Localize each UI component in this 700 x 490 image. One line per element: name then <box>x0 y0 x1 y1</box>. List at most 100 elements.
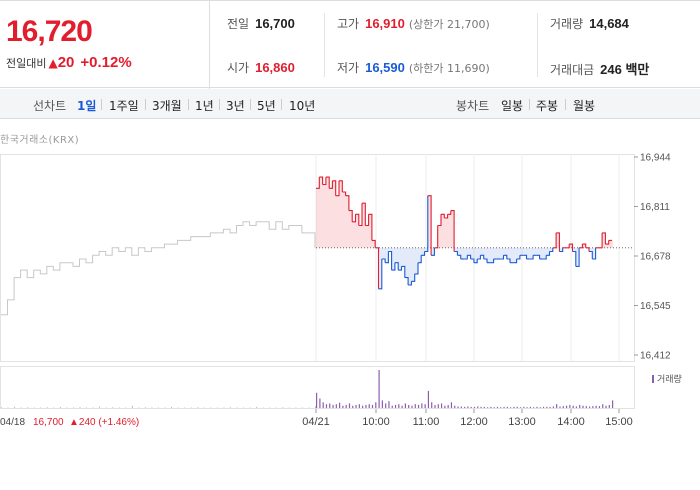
volume-bar <box>362 405 364 408</box>
volume-bar <box>295 407 297 408</box>
today-line-segment <box>441 213 445 218</box>
volume-bar <box>417 404 420 408</box>
today-line-segment <box>427 195 432 256</box>
volume-bar <box>92 407 94 408</box>
today-line-segment <box>556 232 560 252</box>
volume-bar <box>151 407 153 408</box>
volume-bar <box>437 404 439 408</box>
volume-bar <box>519 407 522 408</box>
period-10y[interactable]: 10년 <box>289 99 316 113</box>
price-panel-frame <box>0 154 635 362</box>
volume-bar <box>388 401 390 408</box>
price-change: 전일대비 ▲20 +0.12% <box>6 54 132 71</box>
volume-bar <box>513 406 515 408</box>
volume-bar <box>112 407 114 408</box>
period-3m[interactable]: 3개월 <box>152 99 182 113</box>
today-line-segment <box>355 213 360 226</box>
volume-bar <box>562 406 564 408</box>
volume-bar <box>549 406 551 408</box>
x-tick-label: 12:00 <box>460 416 488 428</box>
volume-bar <box>565 405 568 408</box>
stat-prev-close: 전일 16,700 <box>227 15 295 32</box>
volume-bar <box>401 405 403 408</box>
volume-bar <box>301 407 303 408</box>
today-line-segment <box>408 281 412 286</box>
y-tick-label: 16,545 <box>640 301 671 312</box>
today-line-segment <box>421 251 426 256</box>
volume-bar <box>487 407 489 408</box>
today-line-segment <box>579 244 583 249</box>
volume-bar <box>125 407 127 408</box>
today-line-segment <box>605 240 610 245</box>
candle-chart-label: 봉차트 <box>456 99 490 113</box>
period-1y[interactable]: 1년 <box>195 99 214 113</box>
volume-bar <box>572 405 574 408</box>
today-line-segment <box>365 214 370 227</box>
candle-daily[interactable]: 일봉 <box>501 99 524 113</box>
stat-label: 전일 <box>227 17 250 31</box>
up-arrow-icon: ▲ <box>48 56 58 70</box>
volume-bar <box>332 404 334 408</box>
volume-bar <box>569 404 571 408</box>
volume-bar <box>490 406 492 408</box>
volume-bar <box>358 404 360 408</box>
stat-label: 거래대금 <box>550 63 595 77</box>
today-line-segment <box>398 266 403 271</box>
volume-bar <box>118 407 120 408</box>
volume-bar <box>203 407 205 408</box>
today-line-segment <box>447 210 452 215</box>
candle-monthly[interactable]: 월봉 <box>573 99 596 113</box>
volume-bar <box>20 407 22 408</box>
volume-bar <box>184 407 186 408</box>
volume-bar <box>352 405 354 408</box>
today-line-segment <box>342 191 347 196</box>
period-5y[interactable]: 5년 <box>257 99 276 113</box>
volume-bar <box>269 407 271 408</box>
stat-value: 16,590 <box>365 60 405 75</box>
stat-low: 저가 16,590 (하한가 11,690) <box>337 59 490 76</box>
stat-value: 14,684 <box>589 16 629 31</box>
period-1d[interactable]: 1일 <box>77 99 97 113</box>
volume-bar <box>79 407 81 408</box>
volume-legend-swatch <box>652 375 654 383</box>
today-line-segment <box>546 251 551 256</box>
today-line-segment <box>352 214 357 223</box>
y-tick-label: 16,811 <box>640 202 670 213</box>
volume-bar <box>542 406 545 408</box>
volume-bar <box>444 405 446 408</box>
volume-bar <box>598 406 601 408</box>
volume-bar <box>556 404 558 408</box>
volume-bar <box>315 406 316 408</box>
divider <box>219 99 220 110</box>
volume-bar <box>144 407 146 408</box>
x-tick-label: 11:00 <box>413 416 440 428</box>
volume-bar <box>510 407 512 408</box>
today-line-segment <box>335 180 340 197</box>
stat-value: 246 백만 <box>600 62 650 77</box>
today-line-segment <box>506 258 511 263</box>
stat-value: 16,860 <box>255 60 295 75</box>
volume-bar <box>588 406 591 408</box>
volume-bar <box>424 404 426 408</box>
volume-bar <box>59 406 61 408</box>
period-1w[interactable]: 1주일 <box>109 99 139 113</box>
today-line-segment <box>542 255 547 260</box>
volume-bar <box>503 406 505 408</box>
volume-bar <box>608 404 610 408</box>
stat-trade-value: 거래대금 246 백만 <box>550 59 649 78</box>
period-3y[interactable]: 3년 <box>226 99 245 113</box>
today-line-segment <box>513 259 518 264</box>
today-line-segment <box>391 262 396 271</box>
volume-bar <box>190 407 192 408</box>
volume-bar <box>582 405 584 408</box>
today-line-segment <box>375 247 380 289</box>
candle-weekly[interactable]: 주봉 <box>536 99 559 113</box>
today-line-segment <box>592 247 597 260</box>
volume-bar <box>575 406 578 408</box>
divider <box>281 99 282 110</box>
x-tick-label: 14:00 <box>557 416 585 428</box>
volume-bar <box>539 407 541 408</box>
volume-bar <box>546 406 548 408</box>
volume-bar <box>411 405 413 408</box>
volume-bar <box>72 407 74 408</box>
